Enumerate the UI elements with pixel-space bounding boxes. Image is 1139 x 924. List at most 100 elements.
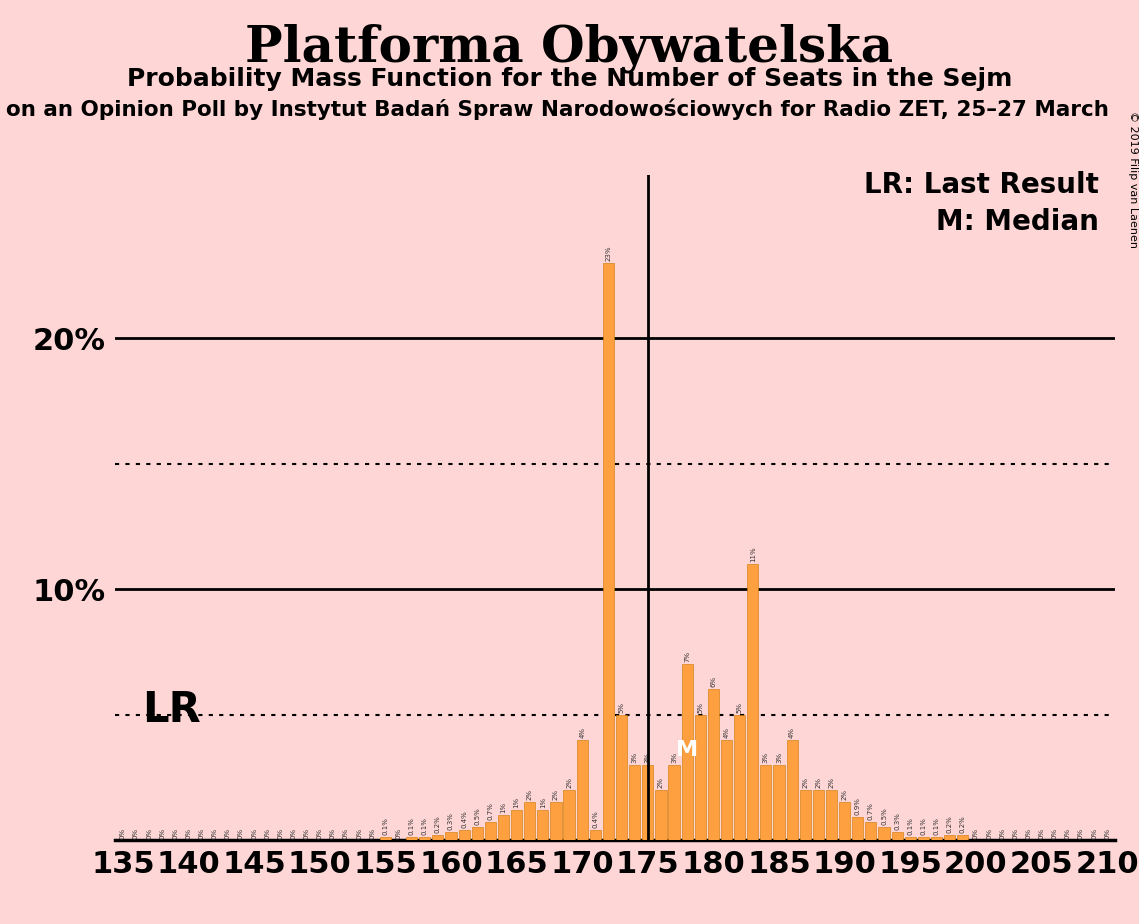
Text: 2%: 2% <box>566 777 572 788</box>
Bar <box>852 818 863 840</box>
Text: 0%: 0% <box>212 828 218 839</box>
Text: 4%: 4% <box>789 726 795 737</box>
Text: 0%: 0% <box>357 828 362 839</box>
Text: © 2019 Filip van Laenen: © 2019 Filip van Laenen <box>1128 111 1138 248</box>
Text: 0%: 0% <box>146 828 153 839</box>
Text: 5%: 5% <box>737 701 743 712</box>
Text: 0%: 0% <box>133 828 139 839</box>
Text: M: M <box>677 740 698 760</box>
Bar <box>747 564 759 840</box>
Bar <box>616 714 628 840</box>
Text: 0.1%: 0.1% <box>421 818 428 835</box>
Bar <box>826 790 837 840</box>
Text: 5%: 5% <box>618 701 624 712</box>
Bar <box>550 802 562 840</box>
Bar <box>918 837 929 840</box>
Text: 0%: 0% <box>198 828 205 839</box>
Bar <box>524 802 535 840</box>
Bar <box>681 664 693 840</box>
Text: 3%: 3% <box>671 751 677 762</box>
Bar <box>603 262 614 840</box>
Bar <box>695 714 706 840</box>
Text: 2%: 2% <box>526 789 533 800</box>
Text: 0%: 0% <box>395 828 401 839</box>
Text: 2%: 2% <box>802 777 809 788</box>
Bar <box>538 810 548 840</box>
Text: 0%: 0% <box>238 828 244 839</box>
Text: 0%: 0% <box>986 828 992 839</box>
Text: 0%: 0% <box>290 828 296 839</box>
Text: 0.5%: 0.5% <box>882 808 887 825</box>
Text: 0%: 0% <box>1104 828 1111 839</box>
Text: 0.5%: 0.5% <box>474 808 481 825</box>
Text: 0%: 0% <box>999 828 1005 839</box>
Text: 1%: 1% <box>540 796 546 808</box>
Bar <box>787 739 797 840</box>
Text: LR: LR <box>142 688 202 731</box>
Bar <box>839 802 850 840</box>
Bar <box>379 837 391 840</box>
Text: 0.9%: 0.9% <box>854 797 861 815</box>
Text: 0.1%: 0.1% <box>383 818 388 835</box>
Text: LR: Last Result: LR: Last Result <box>865 171 1099 199</box>
Bar <box>944 835 956 840</box>
Text: 0.7%: 0.7% <box>487 803 493 821</box>
Bar <box>892 833 903 840</box>
Bar <box>498 815 509 840</box>
Bar <box>878 828 890 840</box>
Text: 11%: 11% <box>749 546 756 562</box>
Text: 0.3%: 0.3% <box>894 812 900 831</box>
Text: 0.7%: 0.7% <box>868 803 874 821</box>
Text: 0.2%: 0.2% <box>435 815 441 833</box>
Text: 2%: 2% <box>552 789 559 800</box>
Text: 0.4%: 0.4% <box>592 810 598 828</box>
Text: Probability Mass Function for the Number of Seats in the Sejm: Probability Mass Function for the Number… <box>126 67 1013 91</box>
Bar <box>433 835 443 840</box>
Text: 2%: 2% <box>828 777 835 788</box>
Text: 23%: 23% <box>606 246 612 261</box>
Text: 1%: 1% <box>500 802 507 813</box>
Text: 0.2%: 0.2% <box>947 815 952 833</box>
Text: 0%: 0% <box>1013 828 1018 839</box>
Text: M: Median: M: Median <box>936 208 1099 236</box>
Bar <box>511 810 522 840</box>
Bar <box>642 765 654 840</box>
Bar <box>629 765 640 840</box>
Bar <box>957 835 968 840</box>
Text: 0%: 0% <box>264 828 270 839</box>
Text: 0%: 0% <box>1091 828 1097 839</box>
Text: 6%: 6% <box>711 676 716 687</box>
Text: 0%: 0% <box>330 828 336 839</box>
Text: 0.1%: 0.1% <box>934 818 940 835</box>
Text: 0%: 0% <box>343 828 349 839</box>
Bar <box>445 833 457 840</box>
Bar <box>773 765 785 840</box>
Text: 0%: 0% <box>278 828 284 839</box>
Text: 0%: 0% <box>1065 828 1071 839</box>
Text: 2%: 2% <box>658 777 664 788</box>
Text: 0%: 0% <box>172 828 179 839</box>
Text: 0%: 0% <box>1077 828 1084 839</box>
Text: 5%: 5% <box>697 701 703 712</box>
Text: 0.1%: 0.1% <box>920 818 926 835</box>
Bar <box>472 828 483 840</box>
Text: 0.1%: 0.1% <box>409 818 415 835</box>
Text: 7%: 7% <box>685 651 690 663</box>
Bar <box>669 765 680 840</box>
Text: 0%: 0% <box>304 828 310 839</box>
Text: 0%: 0% <box>369 828 375 839</box>
Text: 0.4%: 0.4% <box>461 810 467 828</box>
Bar <box>721 739 732 840</box>
Bar <box>419 837 431 840</box>
Bar <box>405 837 417 840</box>
Text: 0%: 0% <box>973 828 978 839</box>
Bar <box>800 790 811 840</box>
Text: 0.2%: 0.2% <box>960 815 966 833</box>
Text: 1%: 1% <box>514 796 519 808</box>
Bar <box>904 837 916 840</box>
Bar <box>707 689 719 840</box>
Text: 2%: 2% <box>842 789 847 800</box>
Bar <box>735 714 745 840</box>
Text: 0%: 0% <box>317 828 322 839</box>
Text: Platforma Obywatelska: Platforma Obywatelska <box>245 23 894 73</box>
